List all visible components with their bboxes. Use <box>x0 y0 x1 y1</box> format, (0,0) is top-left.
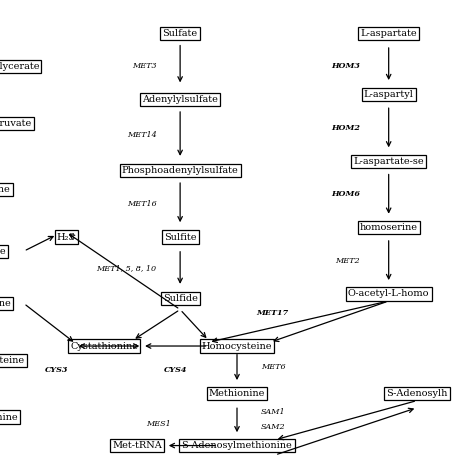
Text: MET17: MET17 <box>256 309 288 317</box>
Text: L-aspartate: L-aspartate <box>360 29 417 37</box>
Text: MET3: MET3 <box>132 63 156 70</box>
Text: MET6: MET6 <box>261 364 285 371</box>
Text: MET1, 5, 8, 10: MET1, 5, 8, 10 <box>96 264 156 272</box>
Text: homocysteine: homocysteine <box>0 356 25 365</box>
Text: hydroxypyruvate: hydroxypyruvate <box>0 119 32 128</box>
Text: L-aspartate-se: L-aspartate-se <box>354 157 424 165</box>
Text: MET2: MET2 <box>336 257 360 264</box>
Text: HOM6: HOM6 <box>331 191 360 198</box>
Text: O-acetyl-L-homo: O-acetyl-L-homo <box>348 290 429 298</box>
Text: SAM2: SAM2 <box>261 423 285 430</box>
Text: CYS4: CYS4 <box>164 366 187 374</box>
Text: Adenylylsulfate: Adenylylsulfate <box>142 95 218 104</box>
Text: Sulfate: Sulfate <box>163 29 198 37</box>
Text: HOM2: HOM2 <box>331 124 360 132</box>
Text: S-Adenosylh: S-Adenosylh <box>386 389 448 398</box>
Text: Cystathionine: Cystathionine <box>70 342 138 350</box>
Text: cysteine: cysteine <box>0 299 11 308</box>
Text: L-aspartyl: L-aspartyl <box>364 91 414 99</box>
Text: Phosphoadenylylsulfate: Phosphoadenylylsulfate <box>122 166 238 175</box>
Text: MES1: MES1 <box>146 420 171 428</box>
Text: Methionine: Methionine <box>209 389 265 398</box>
Text: MET14: MET14 <box>127 131 156 139</box>
Text: 3-phosphoglycerate: 3-phosphoglycerate <box>0 62 39 71</box>
Text: MET16: MET16 <box>127 200 156 208</box>
Text: homoserine: homoserine <box>360 223 418 232</box>
Text: Met-tRNA: Met-tRNA <box>113 441 162 450</box>
Text: Homocysteine: Homocysteine <box>202 342 272 350</box>
Text: H₂S: H₂S <box>57 233 76 241</box>
Text: S-Adenosylmethionine: S-Adenosylmethionine <box>182 441 292 450</box>
Text: o-serine: o-serine <box>0 185 10 194</box>
Text: Sulfide: Sulfide <box>163 294 198 303</box>
Text: HOM3: HOM3 <box>331 63 360 70</box>
Text: serine: serine <box>0 247 6 255</box>
Text: SAM1: SAM1 <box>261 409 285 416</box>
Text: methionine: methionine <box>0 413 18 421</box>
Text: Sulfite: Sulfite <box>164 233 196 241</box>
Text: CYS3: CYS3 <box>45 366 69 374</box>
